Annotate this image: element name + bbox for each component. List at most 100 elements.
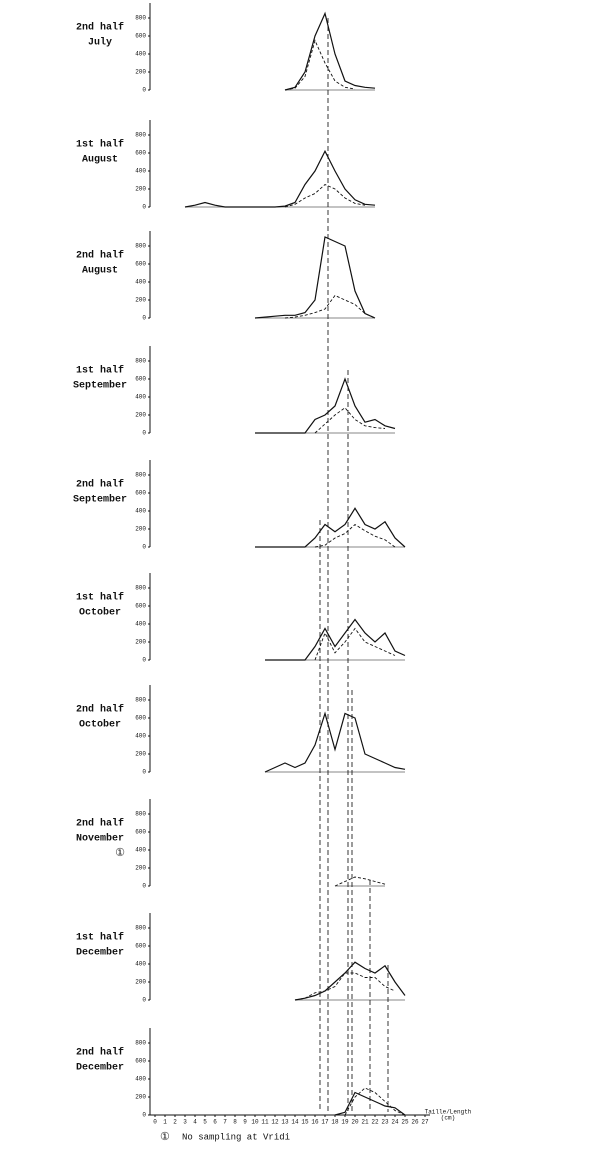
panel-title: September [73, 494, 127, 506]
y-tick-label: 800 [135, 697, 146, 704]
y-tick-label: 0 [142, 657, 146, 664]
y-tick-label: 800 [135, 15, 146, 22]
y-tick-label: 600 [135, 603, 146, 610]
panel-title: 1st half [76, 932, 124, 944]
panel-title: 1st half [76, 139, 124, 151]
y-tick-label: 0 [142, 315, 146, 322]
y-tick-label: 400 [135, 961, 146, 968]
panel-title: December [76, 947, 124, 959]
panel-title: August [82, 155, 118, 166]
solid-curve [255, 377, 396, 434]
y-tick-label: 800 [135, 925, 146, 932]
y-tick-label: 800 [135, 1040, 146, 1047]
panel-title: 1st half [76, 592, 124, 604]
note-marker: ① [160, 1131, 170, 1144]
x-tick-label: 20 [351, 1119, 359, 1126]
dashed-curve [344, 1087, 406, 1116]
x-tick-label: 18 [331, 1119, 339, 1126]
x-tick-label: 17 [321, 1119, 329, 1126]
y-tick-label: 600 [135, 261, 146, 268]
y-tick-label: 0 [142, 87, 146, 94]
solid-curve [284, 11, 376, 91]
y-tick-label: 200 [135, 865, 146, 872]
y-tick-label: 200 [135, 639, 146, 646]
y-tick-label: 400 [135, 621, 146, 628]
dashed-curve [284, 39, 356, 91]
note-text: No sampling at Vridi [182, 1132, 290, 1142]
y-tick-label: 400 [135, 279, 146, 286]
y-tick-label: 800 [135, 132, 146, 139]
panel-title: August [82, 266, 118, 277]
x-axis-label: Taille/Length [425, 1109, 472, 1116]
y-tick-label: 600 [135, 1058, 146, 1065]
x-tick-label: 3 [183, 1119, 187, 1126]
x-tick-label: 2 [173, 1119, 177, 1126]
panel-title: 2nd half [76, 704, 124, 716]
y-tick-label: 800 [135, 358, 146, 365]
y-tick-label: 200 [135, 69, 146, 76]
y-tick-label: 0 [142, 430, 146, 437]
x-tick-label: 25 [401, 1119, 409, 1126]
x-tick-label: 1 [163, 1119, 167, 1126]
y-tick-label: 0 [142, 769, 146, 776]
y-tick-label: 400 [135, 847, 146, 854]
reference-lines [319, 18, 389, 1112]
x-tick-label: 11 [261, 1119, 269, 1126]
x-tick-label: 26 [411, 1119, 419, 1126]
dashed-curve [334, 876, 386, 887]
y-tick-label: 400 [135, 394, 146, 401]
x-tick-label: 10 [251, 1119, 259, 1126]
y-tick-label: 400 [135, 1076, 146, 1083]
x-tick-label: 6 [213, 1119, 217, 1126]
y-tick-label: 0 [142, 204, 146, 211]
x-tick-label: 16 [311, 1119, 319, 1126]
dashed-curve [294, 972, 396, 1001]
dashed-curve [284, 183, 366, 208]
y-tick-label: 200 [135, 412, 146, 419]
solid-curve [264, 711, 406, 773]
panel-title: October [79, 719, 121, 731]
y-tick-label: 200 [135, 186, 146, 193]
x-tick-label: 15 [301, 1119, 309, 1126]
y-tick-label: 0 [142, 1112, 146, 1119]
solid-curve [255, 507, 406, 548]
y-tick-label: 800 [135, 243, 146, 250]
y-tick-label: 200 [135, 751, 146, 758]
y-tick-label: 600 [135, 376, 146, 383]
x-tick-label: 23 [381, 1119, 389, 1126]
x-tick-label: 19 [341, 1119, 349, 1126]
x-tick-label: 21 [361, 1119, 369, 1126]
y-tick-label: 400 [135, 508, 146, 515]
x-tick-label: 5 [203, 1119, 207, 1126]
x-tick-label: 8 [233, 1119, 237, 1126]
x-tick-label: 22 [371, 1119, 379, 1126]
dashed-curve [314, 523, 396, 548]
y-tick-label: 0 [142, 883, 146, 890]
x-tick-label: 24 [391, 1119, 399, 1126]
panel-title: September [73, 380, 127, 392]
panel-title: 2nd half [76, 22, 124, 34]
panel-title: 2nd half [76, 1047, 124, 1059]
solid-curve [254, 236, 376, 319]
panel-title: November [76, 833, 124, 845]
y-tick-label: 200 [135, 297, 146, 304]
panel-title: 2nd half [76, 250, 124, 262]
y-tick-label: 600 [135, 150, 146, 157]
panel-title: July [88, 37, 112, 49]
y-tick-label: 600 [135, 943, 146, 950]
y-tick-label: 600 [135, 829, 146, 836]
y-tick-label: 200 [135, 526, 146, 533]
x-tick-label: 9 [243, 1119, 247, 1126]
solid-curve [265, 618, 406, 661]
x-tick-label: 4 [193, 1119, 197, 1126]
y-tick-label: 600 [135, 715, 146, 722]
x-tick-label: 7 [223, 1119, 227, 1126]
y-tick-label: 400 [135, 733, 146, 740]
y-tick-label: 400 [135, 51, 146, 58]
note-marker: ① [115, 847, 125, 860]
dashed-curve [314, 407, 386, 434]
panel-title: 1st half [76, 365, 124, 377]
y-tick-label: 800 [135, 585, 146, 592]
x-axis-label: (cm) [441, 1115, 455, 1122]
